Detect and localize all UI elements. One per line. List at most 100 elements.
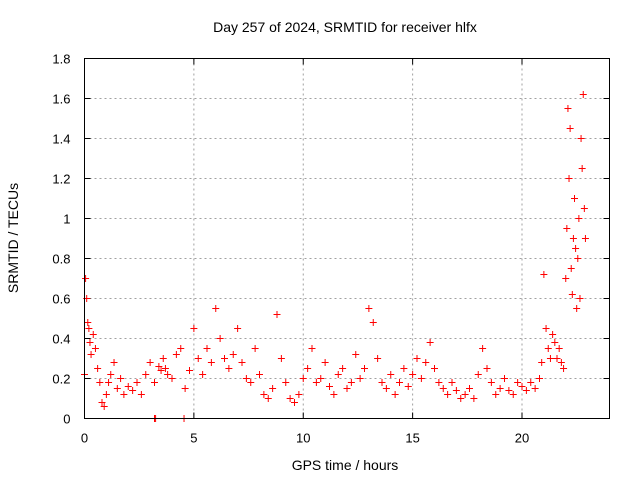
data-point bbox=[84, 319, 92, 326]
data-point bbox=[181, 385, 189, 392]
data-point bbox=[457, 395, 465, 402]
data-point bbox=[576, 295, 584, 302]
data-point bbox=[564, 105, 572, 112]
data-point bbox=[577, 135, 585, 142]
y-tick-label: 0.2 bbox=[52, 372, 70, 387]
data-point bbox=[365, 305, 373, 312]
data-point bbox=[566, 125, 574, 132]
data-points bbox=[81, 91, 589, 422]
data-point bbox=[568, 291, 576, 298]
x-tick-label: 20 bbox=[515, 431, 529, 446]
y-tick-label: 1.6 bbox=[52, 92, 70, 107]
data-point bbox=[277, 355, 285, 362]
data-point bbox=[527, 379, 535, 386]
data-point bbox=[374, 355, 382, 362]
data-point bbox=[571, 195, 578, 202]
data-point bbox=[168, 375, 176, 382]
data-point bbox=[102, 391, 110, 398]
data-point bbox=[177, 345, 185, 352]
data-point bbox=[291, 399, 298, 406]
data-point bbox=[229, 351, 237, 358]
data-point bbox=[563, 225, 571, 232]
data-point bbox=[557, 359, 565, 366]
data-point bbox=[159, 355, 167, 362]
data-point bbox=[225, 365, 233, 372]
y-tick-label: 1.8 bbox=[52, 52, 70, 67]
data-point bbox=[100, 403, 108, 410]
data-point bbox=[544, 345, 552, 352]
data-point bbox=[538, 359, 546, 366]
data-point bbox=[575, 215, 583, 222]
data-point bbox=[247, 379, 255, 386]
data-point bbox=[518, 383, 526, 390]
data-point bbox=[347, 379, 355, 386]
data-point bbox=[142, 371, 150, 378]
y-tick-label: 1 bbox=[63, 212, 70, 227]
x-tick-label: 5 bbox=[190, 431, 197, 446]
y-tick-label: 0.6 bbox=[52, 292, 70, 307]
data-point bbox=[199, 371, 207, 378]
plot-frame bbox=[84, 58, 610, 419]
data-point bbox=[94, 365, 102, 372]
data-point bbox=[238, 359, 246, 366]
data-point bbox=[190, 325, 198, 332]
data-point bbox=[514, 379, 522, 386]
data-point bbox=[466, 385, 473, 392]
data-point bbox=[110, 359, 118, 366]
data-point bbox=[282, 379, 290, 386]
data-point bbox=[540, 271, 548, 278]
data-point bbox=[251, 345, 259, 352]
data-point bbox=[560, 365, 568, 372]
data-point bbox=[546, 355, 554, 362]
y-tick-label: 1.4 bbox=[52, 132, 70, 147]
data-point bbox=[536, 375, 543, 382]
data-point bbox=[203, 345, 211, 352]
axis-ticks: 0 0.2 0.4 0.6 0.8 1 1.2 1.4 1.6 1.8 0 5 10 15 20 bbox=[52, 52, 610, 446]
x-tick-label: 0 bbox=[81, 431, 88, 446]
data-point bbox=[567, 265, 575, 272]
data-point bbox=[435, 379, 443, 386]
data-point bbox=[295, 391, 303, 398]
data-point bbox=[89, 331, 97, 338]
data-point bbox=[356, 375, 364, 382]
y-tick-label: 0.8 bbox=[52, 252, 70, 267]
data-point bbox=[474, 371, 482, 378]
data-point bbox=[96, 379, 104, 386]
data-point bbox=[161, 365, 169, 372]
data-point bbox=[492, 391, 500, 398]
x-tick-label: 15 bbox=[405, 431, 419, 446]
data-point bbox=[439, 385, 447, 392]
data-point bbox=[308, 345, 316, 352]
data-point bbox=[553, 355, 561, 362]
grid-lines bbox=[84, 58, 610, 419]
data-point bbox=[113, 385, 121, 392]
data-point bbox=[396, 379, 403, 386]
data-point bbox=[124, 383, 132, 390]
data-point bbox=[551, 339, 559, 346]
y-axis-label: SRMTID / TECUs bbox=[5, 183, 21, 293]
data-point bbox=[569, 235, 577, 242]
data-point bbox=[580, 205, 588, 212]
data-point bbox=[339, 365, 347, 372]
data-point bbox=[212, 305, 220, 312]
data-point bbox=[107, 371, 115, 378]
data-point bbox=[312, 379, 320, 386]
data-point bbox=[400, 365, 408, 372]
data-point bbox=[234, 325, 242, 332]
data-point bbox=[444, 391, 452, 398]
data-point bbox=[487, 379, 495, 386]
data-point bbox=[98, 399, 106, 406]
data-point bbox=[572, 245, 580, 252]
data-point bbox=[216, 335, 224, 342]
data-point bbox=[304, 365, 312, 372]
y-tick-label: 0.4 bbox=[52, 332, 70, 347]
data-point bbox=[549, 331, 557, 338]
y-tick-label: 0 bbox=[63, 412, 70, 427]
data-point bbox=[120, 391, 128, 398]
data-point bbox=[522, 387, 530, 394]
data-point bbox=[483, 365, 491, 372]
data-point bbox=[409, 371, 417, 378]
data-point bbox=[146, 359, 154, 366]
data-point bbox=[581, 235, 589, 242]
data-point bbox=[172, 351, 180, 358]
